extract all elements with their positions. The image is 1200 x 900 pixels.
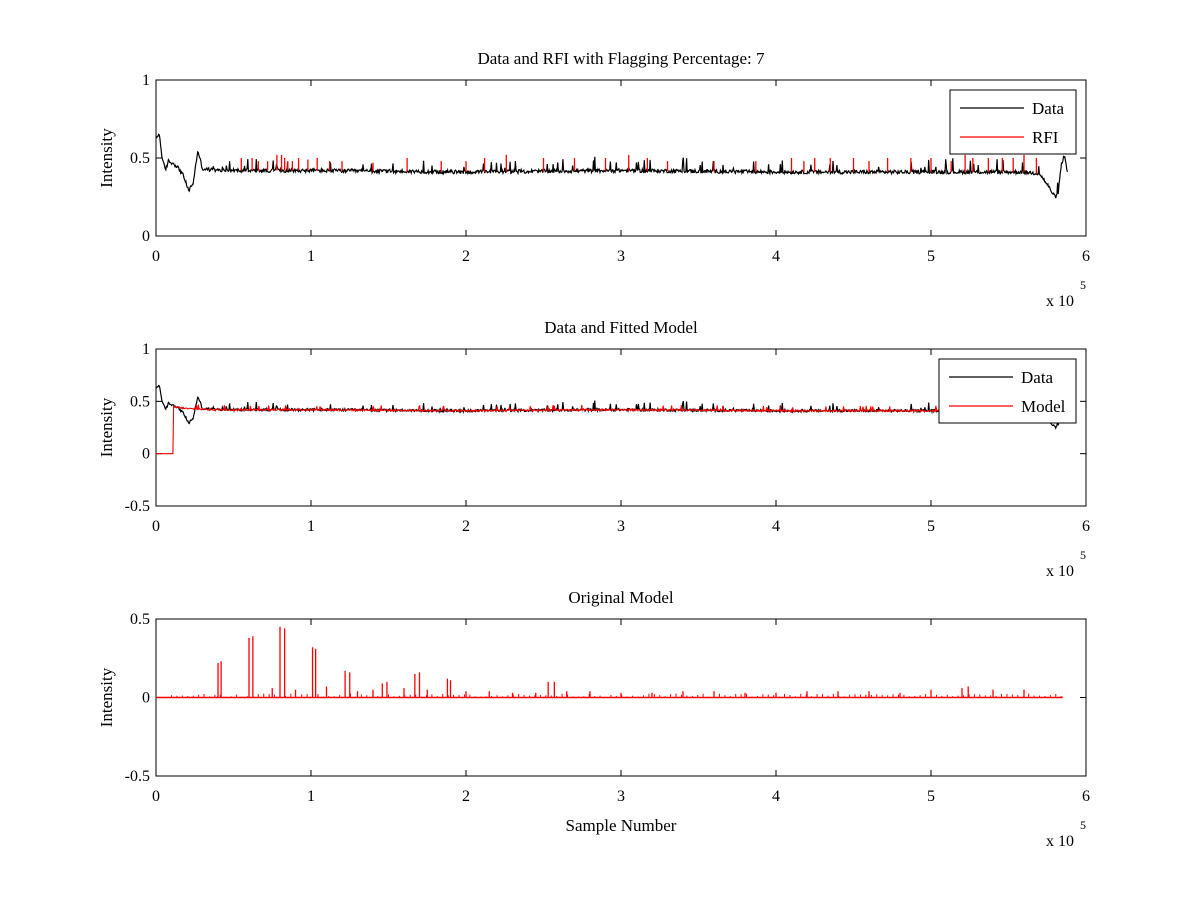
x-tick-label: 2 bbox=[462, 248, 470, 265]
y-axis-label: Intensity bbox=[97, 397, 116, 457]
legend: Data Model bbox=[938, 358, 1077, 424]
x-tick-label: 2 bbox=[462, 788, 470, 805]
y-tick-label: 0.5 bbox=[130, 150, 150, 167]
panel-2: Data and Fitted Model Intensity 0 1 2 3 4 5 6 -0.… bbox=[97, 318, 1090, 580]
legend-label: RFI bbox=[1032, 128, 1059, 147]
x-tick-label: 1 bbox=[307, 518, 315, 535]
x-multiplier-exponent: 5 bbox=[1080, 278, 1086, 292]
x-tick-label: 4 bbox=[772, 248, 780, 265]
x-multiplier: x 10 bbox=[1046, 833, 1074, 850]
plot-area bbox=[156, 384, 1068, 455]
legend-label: Data bbox=[1032, 99, 1065, 118]
y-tick-label: 1 bbox=[142, 341, 150, 358]
x-tick-label: 6 bbox=[1082, 248, 1090, 265]
y-tick-label: 0.5 bbox=[130, 393, 150, 410]
x-tick-label: 4 bbox=[772, 518, 780, 535]
x-tick-label: 2 bbox=[462, 518, 470, 535]
x-multiplier: x 10 bbox=[1046, 293, 1074, 310]
legend-label: Data bbox=[1021, 368, 1054, 387]
chart-title: Original Model bbox=[568, 588, 674, 607]
x-tick-label: 1 bbox=[307, 248, 315, 265]
chart-title: Data and RFI with Flagging Percentage: 7 bbox=[477, 49, 765, 68]
model-series-line bbox=[156, 404, 1068, 455]
x-tick-label: 5 bbox=[927, 248, 935, 265]
y-axis-label: Intensity bbox=[97, 128, 116, 188]
x-tick-label: 5 bbox=[927, 788, 935, 805]
x-tick-label: 3 bbox=[617, 788, 625, 805]
x-tick-label: 0 bbox=[152, 518, 160, 535]
x-multiplier-exponent: 5 bbox=[1080, 548, 1086, 562]
legend: Data RFI bbox=[949, 89, 1077, 155]
x-multiplier: x 10 bbox=[1046, 563, 1074, 580]
plot-area bbox=[156, 133, 1068, 199]
y-tick-label: 0 bbox=[142, 228, 150, 245]
x-tick-label: 3 bbox=[617, 248, 625, 265]
y-tick-label: -0.5 bbox=[125, 768, 150, 785]
panel-1: Data and RFI with Flagging Percentage: 7… bbox=[97, 49, 1090, 310]
plot-area bbox=[156, 626, 1063, 699]
x-multiplier-exponent: 5 bbox=[1080, 818, 1086, 832]
legend-label: Model bbox=[1021, 397, 1066, 416]
y-tick-label: 1 bbox=[142, 72, 150, 89]
chart-title: Data and Fitted Model bbox=[544, 318, 698, 337]
x-tick-label: 6 bbox=[1082, 518, 1090, 535]
y-tick-label: 0.5 bbox=[130, 611, 150, 628]
x-tick-label: 0 bbox=[152, 788, 160, 805]
x-axis-label: Sample Number bbox=[566, 816, 677, 835]
x-tick-label: 3 bbox=[617, 518, 625, 535]
y-tick-label: -0.5 bbox=[125, 498, 150, 515]
x-tick-label: 4 bbox=[772, 788, 780, 805]
y-tick-label: 0 bbox=[142, 446, 150, 463]
x-tick-label: 1 bbox=[307, 788, 315, 805]
legend-box bbox=[938, 358, 1077, 424]
x-tick-label: 6 bbox=[1082, 788, 1090, 805]
legend-box bbox=[949, 89, 1077, 155]
x-tick-label: 0 bbox=[152, 248, 160, 265]
y-tick-label: 0 bbox=[142, 690, 150, 707]
y-axis-label: Intensity bbox=[97, 667, 116, 727]
x-tick-label: 5 bbox=[927, 518, 935, 535]
